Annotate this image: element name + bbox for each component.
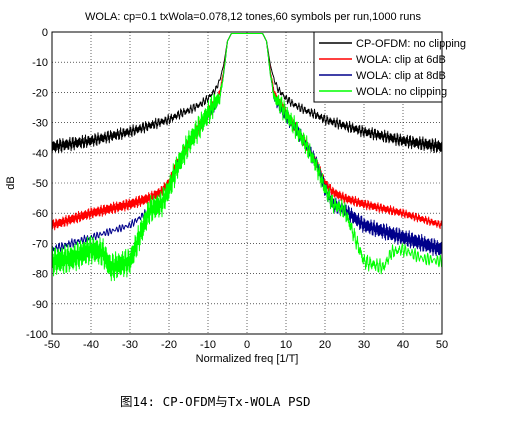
x-axis-label: Normalized freq [1/T] (196, 353, 299, 365)
legend-label: CP-OFDM: no clipping (356, 38, 466, 50)
y-tick-label: -90 (32, 299, 48, 311)
y-tick-label: -60 (32, 208, 48, 220)
plot-frame (51, 31, 443, 335)
y-tick-label: 0 (42, 27, 48, 39)
x-tick-label: 0 (244, 339, 250, 351)
x-tick-label: 30 (358, 339, 370, 351)
y-tick-label: -100 (26, 329, 48, 341)
figure-caption: 图14: CP-OFDM与Tx-WOLA PSD (120, 394, 311, 409)
x-tick-label: -30 (122, 339, 138, 351)
legend-label: WOLA: clip at 8dB (356, 70, 446, 82)
series-layer (51, 33, 443, 282)
x-tick-label: 50 (436, 339, 448, 351)
x-tick-label: -40 (83, 339, 99, 351)
y-tick-label: -40 (32, 148, 48, 160)
y-tick-label: -10 (32, 57, 48, 69)
y-tick-label: -70 (32, 238, 48, 250)
x-tick-label: -10 (200, 339, 216, 351)
y-tick-label: -20 (32, 87, 48, 99)
x-tick-labels: -50 -40 -30 -20 -10 0 10 20 30 40 50 (44, 339, 448, 351)
x-tick-label: -20 (161, 339, 177, 351)
y-tick-label: -80 (32, 269, 48, 281)
y-tick-labels: 0 -10 -20 -30 -40 -50 -60 -70 -80 -90 -100 (26, 27, 48, 341)
x-tick-label: 10 (280, 339, 292, 351)
y-axis-label: dB (5, 176, 17, 189)
legend: CP-OFDM: no clipping WOLA: clip at 6dB WOL… (313, 31, 466, 103)
series-line (51, 33, 443, 282)
legend-label: WOLA: clip at 6dB (356, 54, 446, 66)
legend-label: WOLA: no clipping (356, 86, 447, 98)
y-tick-label: -50 (32, 178, 48, 190)
chart-title: WOLA: cp=0.1 txWola=0.078,12 tones,60 sy… (85, 11, 422, 23)
y-tick-label: -30 (32, 118, 48, 130)
x-tick-label: 20 (319, 339, 331, 351)
x-tick-label: 40 (397, 339, 409, 351)
x-tick-label: -50 (44, 339, 60, 351)
